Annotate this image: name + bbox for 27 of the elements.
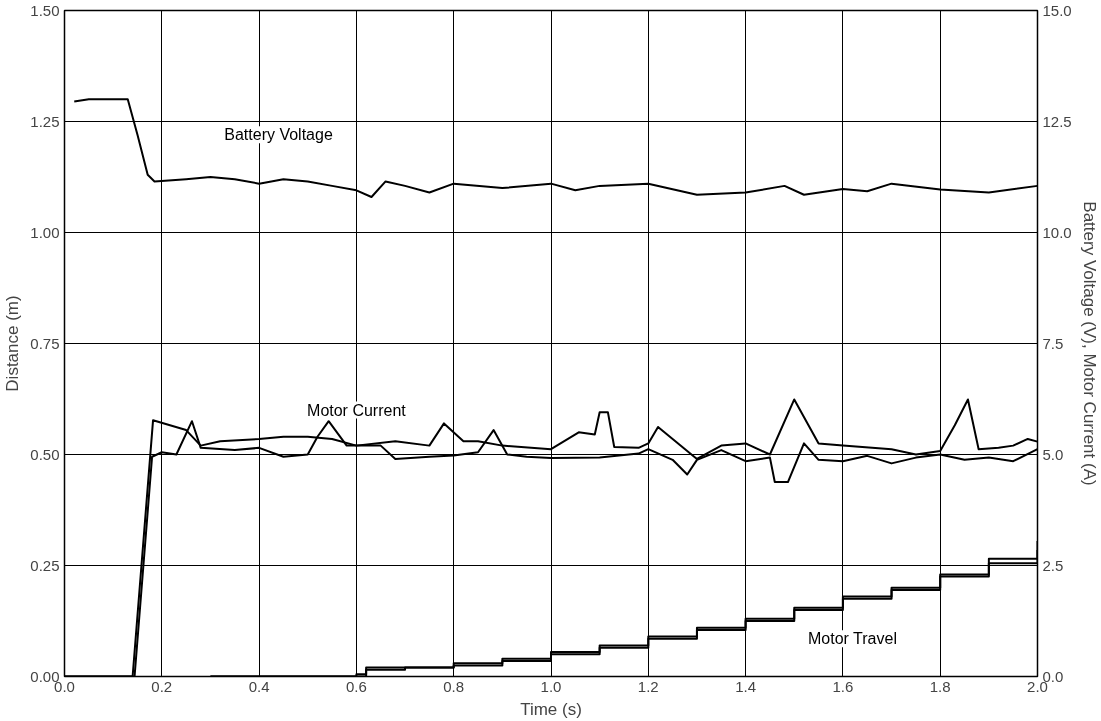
x-tick-label: 0.2 [151,677,173,695]
y-tick-label: 0.75 [30,334,60,352]
x-tick-label: 0.8 [443,677,465,695]
x-tick-label: 1.6 [832,677,854,695]
y-tick-label: 0.25 [30,556,60,574]
y2-tick-label: 5.0 [1042,445,1064,463]
x-axis-title: Time (s) [520,699,582,719]
x-tick-label: 1.4 [735,677,757,695]
y2-tick-label: 2.5 [1042,556,1064,574]
y2-tick-label: 15.0 [1042,1,1072,19]
y-axis-title: Distance (m) [3,295,23,392]
y-tick-label: 1.00 [30,223,60,241]
annotation: Motor Current [307,401,407,419]
x-tick-label: 0.4 [248,677,270,695]
x-tick-label: 1.0 [540,677,562,695]
y2-tick-label: 12.5 [1042,112,1072,130]
y2-tick-label: 7.5 [1042,334,1064,352]
y-tick-label: 1.50 [30,1,60,19]
y-tick-label: 1.25 [30,112,60,130]
x-tick-label: 0.6 [345,677,367,695]
y-tick-label: 0.50 [30,445,60,463]
annotation: Battery Voltage [224,126,333,144]
annotation: Motor Travel [808,630,897,648]
y2-axis-title: Battery Voltage (V), Motor Current (A) [1079,201,1099,486]
x-tick-label: 1.2 [637,677,659,695]
x-tick-label: 1.8 [929,677,951,695]
y2-tick-label: 10.0 [1042,223,1072,241]
